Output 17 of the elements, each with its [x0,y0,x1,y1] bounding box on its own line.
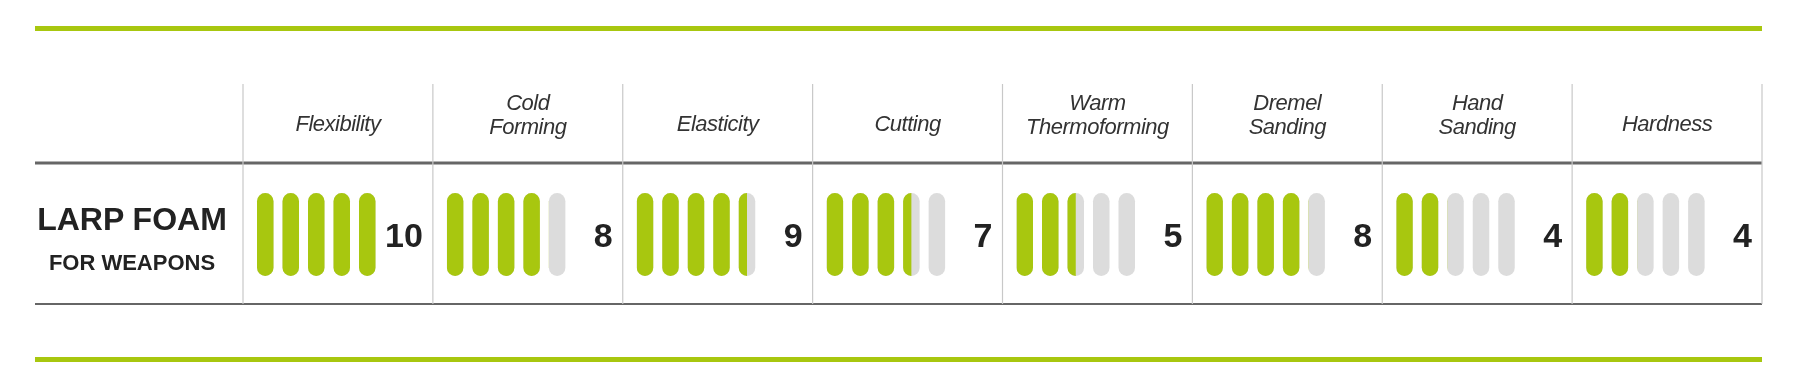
category-label: Warm Thermoforming [1026,90,1171,139]
category-label: Cold Forming [489,90,568,139]
category-label: Hand Sanding [1438,90,1518,139]
text: LARP FOAM FOR WEAPONS [37,201,227,275]
data-label: 4 [1543,215,1563,254]
data-label: 10 [385,215,423,254]
category-label: Hardness [1621,111,1713,136]
data-label: 8 [593,215,613,254]
data-label: 9 [783,215,803,254]
category-label: Elasticity [676,111,762,136]
data-label: 5 [1163,215,1183,254]
category-label: Dremel Sanding [1248,90,1328,139]
data-label: 8 [1353,215,1373,254]
category-label: Cutting [874,111,942,136]
category-label: Flexibility [295,111,383,136]
data-label: 4 [1733,215,1753,254]
data-label: 7 [973,215,993,254]
